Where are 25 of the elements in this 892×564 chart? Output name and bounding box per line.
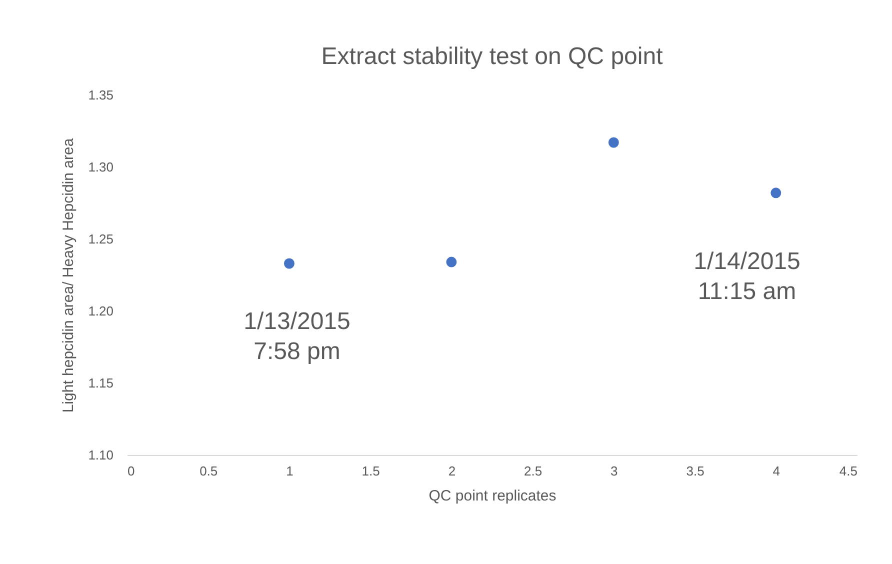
x-tick-label: 3 bbox=[610, 464, 618, 478]
point bbox=[770, 188, 782, 198]
x-tick-label: 1 bbox=[286, 464, 294, 478]
x-tick-label: 1.5 bbox=[362, 464, 380, 478]
point bbox=[446, 256, 457, 268]
annotation: 1/13/2015 7:58 pm bbox=[244, 308, 350, 365]
y-axis-title: Light hepcidin area/ Heavy Hepcidin area bbox=[60, 138, 78, 413]
x-axis-title: QC point replicates bbox=[428, 488, 556, 504]
x-tick-label: 2 bbox=[448, 464, 456, 478]
y-tick-label: 1.25 bbox=[88, 232, 114, 246]
point bbox=[284, 258, 294, 269]
y-tick-label: 1.30 bbox=[88, 160, 114, 174]
x-tick-label: 2.5 bbox=[524, 464, 542, 478]
chart-title: Extract stability test on QC point bbox=[321, 43, 664, 70]
y-tick-label: 1.15 bbox=[88, 376, 114, 390]
x-tick-label: 4 bbox=[772, 464, 780, 478]
x-tick-label: 0.5 bbox=[200, 464, 218, 478]
x-tick-label: 0 bbox=[128, 464, 135, 478]
y-tick-label: 1.20 bbox=[88, 304, 114, 318]
y-tick-label: 1.35 bbox=[88, 88, 114, 102]
y-tick-label: 1.10 bbox=[88, 448, 114, 462]
x-tick-label: 4.5 bbox=[839, 464, 858, 478]
point bbox=[608, 137, 619, 148]
annotation: 1/14/2015 11:15 am bbox=[694, 248, 800, 305]
x-tick-label: 3.5 bbox=[686, 464, 704, 478]
